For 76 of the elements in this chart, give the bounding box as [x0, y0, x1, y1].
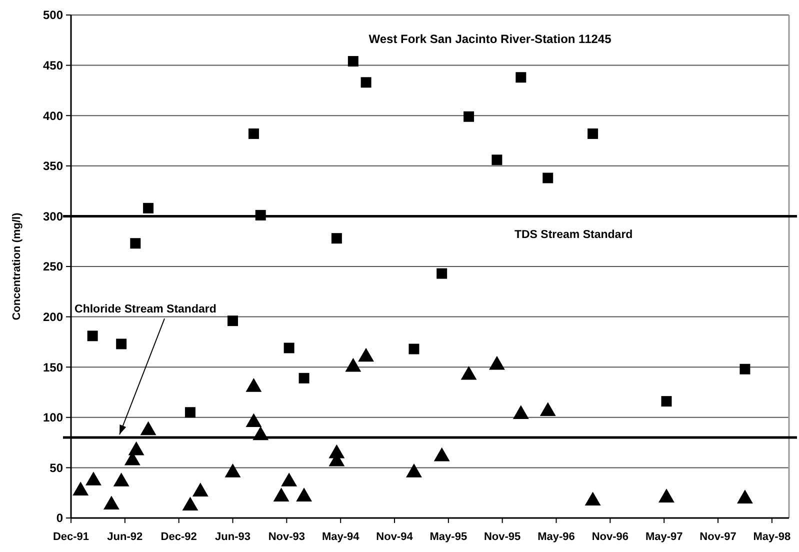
y-tick-label: 150: [42, 360, 64, 374]
point: [331, 233, 342, 244]
x-tick-label: May-95: [430, 531, 468, 543]
y-tick-label: 200: [42, 310, 64, 324]
point: [281, 472, 298, 486]
point: [113, 472, 130, 486]
point: [140, 421, 156, 436]
x-tick-label: Nov-94: [376, 531, 414, 543]
x-tick-label: Jun-92: [107, 531, 143, 543]
point: [246, 378, 262, 392]
ref-line-label: TDS Stream Standard: [514, 229, 633, 242]
point: [273, 488, 290, 502]
point: [252, 426, 269, 440]
point: [406, 464, 422, 478]
point: [255, 210, 266, 220]
x-tick-label: Jun-93: [215, 531, 250, 543]
point: [85, 472, 102, 486]
point: [143, 202, 154, 214]
y-tick-label: 400: [42, 108, 64, 123]
point: [248, 128, 259, 139]
point: [460, 366, 477, 380]
y-tick-label: 100: [42, 410, 64, 425]
point: [348, 56, 358, 67]
point: [512, 405, 529, 419]
point: [658, 488, 674, 502]
point: [740, 364, 750, 374]
point: [72, 482, 89, 496]
point: [296, 488, 312, 502]
y-tick-label: 500: [42, 8, 64, 22]
point: [516, 72, 526, 83]
x-tick-label: May-98: [753, 531, 791, 543]
y-tick-label: 450: [42, 58, 64, 72]
x-tick-label: May-96: [538, 531, 575, 543]
point: [408, 344, 420, 354]
point: [224, 464, 241, 478]
y-tick-label: 0: [56, 511, 64, 526]
point: [128, 441, 144, 456]
x-tick-label: Dec-92: [160, 531, 197, 543]
point: [540, 402, 556, 416]
point: [328, 444, 345, 458]
point: [87, 330, 98, 342]
x-tick-label: May-97: [645, 531, 683, 543]
y-tick-label: 250: [42, 260, 64, 274]
point: [182, 496, 198, 511]
point: [228, 316, 238, 326]
text: West Fork San Jacinto River-Station 11245: [368, 32, 612, 46]
point: [464, 111, 474, 122]
point: [588, 128, 598, 139]
y-tick-label: 350: [42, 159, 64, 174]
point: [103, 496, 120, 510]
point: [360, 77, 372, 88]
point: [116, 338, 127, 350]
point: [584, 492, 601, 506]
x-tick-label: Nov-96: [592, 531, 629, 543]
point: [345, 358, 362, 372]
point: [130, 238, 141, 249]
x-tick-label: Nov-97: [700, 531, 736, 543]
annotation: Chloride Stream Standard: [74, 304, 216, 316]
y-tick-label: 50: [50, 460, 64, 475]
point: [737, 490, 753, 504]
point: [246, 413, 262, 428]
x-tick-label: May-94: [322, 531, 360, 543]
point: [434, 447, 450, 462]
point: [492, 154, 502, 166]
y-tick-label: 300: [42, 209, 64, 224]
point: [284, 342, 294, 354]
point: [488, 356, 505, 370]
point: [298, 372, 310, 384]
point: [542, 172, 554, 184]
point: [192, 482, 208, 496]
x-tick-label: Nov-93: [268, 531, 306, 543]
x-tick-label: Dec-91: [52, 531, 90, 543]
point: [436, 268, 448, 279]
x-tick-label: Nov-95: [484, 531, 521, 543]
y-axis-title: Concentration (mg/l): [10, 212, 23, 320]
point: [358, 348, 374, 362]
